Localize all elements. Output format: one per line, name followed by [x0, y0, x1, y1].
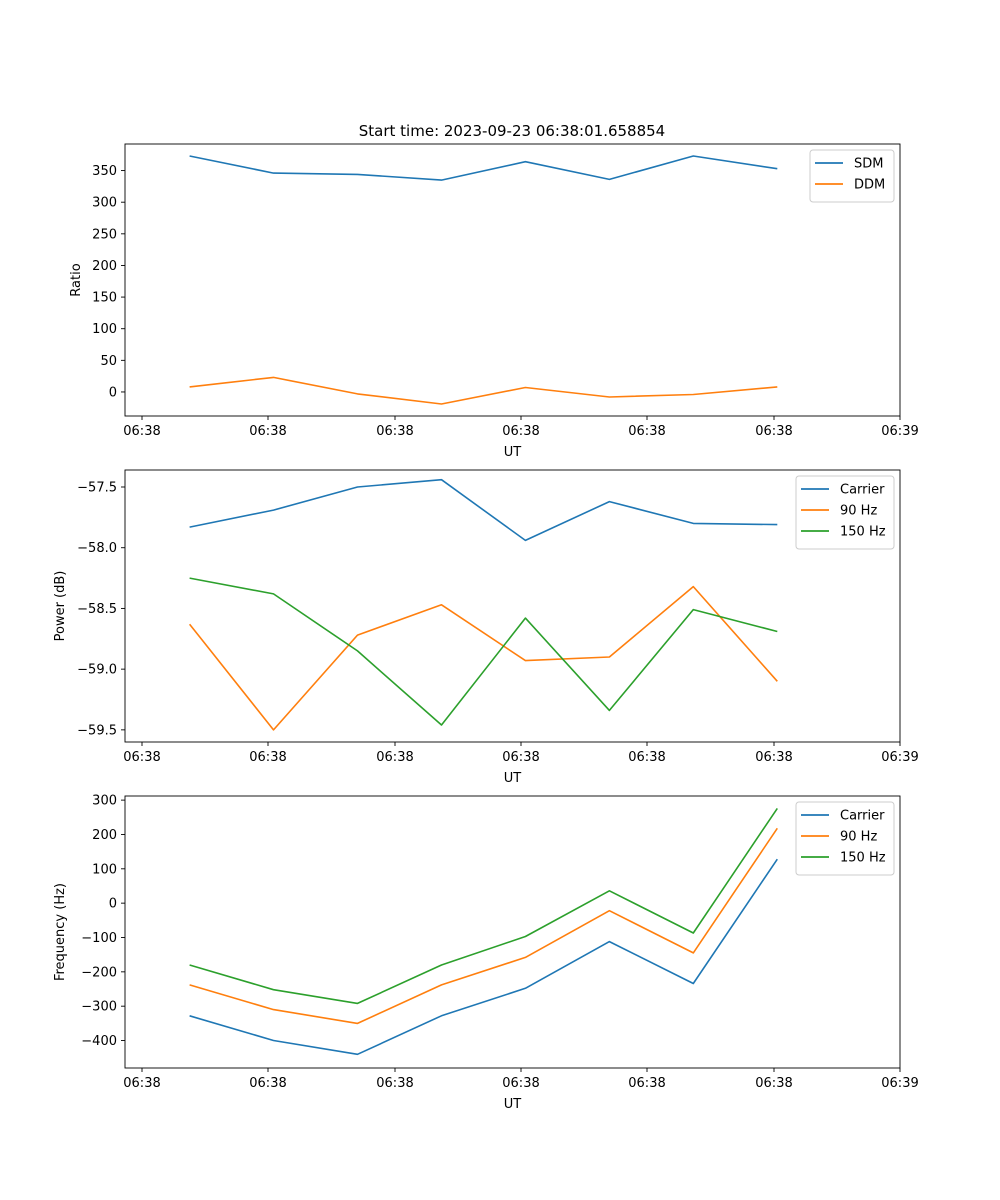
chart-panel-3: 06:38 06:38 06:38 06:38 06:38 06:38 06:39 UT −40…	[53, 794, 919, 1112]
y-tick-label: 150	[92, 291, 117, 306]
y-tick-label: 0	[109, 385, 117, 400]
legend-label: Carrier	[840, 483, 885, 498]
series-line-150-hz	[189, 807, 778, 1005]
legend: Carrier 90 Hz 150 Hz	[795, 475, 895, 550]
x-tick-label: 06:38	[755, 424, 792, 439]
x-tick-label: 06:38	[628, 1076, 665, 1091]
y-tick-label: 300	[92, 794, 117, 809]
x-tick-label: 06:38	[755, 1076, 792, 1091]
legend-label: 150 Hz	[840, 851, 886, 866]
y-axis-label: Power (dB)	[53, 571, 68, 642]
y-tick-label: −400	[81, 1034, 117, 1049]
x-tick-label: 06:38	[123, 1076, 160, 1091]
legend-label: 150 Hz	[840, 525, 886, 540]
y-tick-label: 50	[100, 354, 117, 369]
x-tick-label: 06:39	[881, 750, 918, 765]
y-tick-label: −300	[81, 1000, 117, 1015]
x-tick-label: 06:38	[249, 1076, 286, 1091]
legend-label: DDM	[854, 178, 885, 193]
y-tick-label: 200	[92, 828, 117, 843]
x-tick-label: 06:38	[502, 750, 539, 765]
y-tick-label: −100	[81, 931, 117, 946]
series-line-carrier	[189, 858, 778, 1056]
legend: SDM DDM	[809, 149, 895, 203]
x-tick-label: 06:38	[755, 750, 792, 765]
series-line-sdm	[189, 155, 778, 181]
y-tick-label: 250	[92, 227, 117, 242]
chart-panel-1: 06:38 06:38 06:38 06:38 06:38 06:38 06:39 UT 0 50…	[69, 143, 919, 460]
y-axis-label: Frequency (Hz)	[53, 883, 68, 981]
y-tick-label: −200	[81, 965, 117, 980]
legend-label: 90 Hz	[840, 830, 877, 845]
y-tick-label: 100	[92, 322, 117, 337]
x-tick-label: 06:38	[123, 750, 160, 765]
series-line-90-hz	[189, 827, 778, 1025]
legend-label: Carrier	[840, 809, 885, 824]
x-axis-label: UT	[504, 445, 522, 460]
y-tick-label: 100	[92, 862, 117, 877]
x-tick-label: 06:39	[881, 424, 918, 439]
y-tick-label: −58.0	[77, 541, 117, 556]
x-tick-label: 06:39	[881, 1076, 918, 1091]
y-axis-label: Ratio	[69, 263, 84, 296]
x-tick-label: 06:38	[502, 1076, 539, 1091]
x-tick-label: 06:38	[628, 424, 665, 439]
chart-panel-2: 06:38 06:38 06:38 06:38 06:38 06:38 06:39 UT −59…	[53, 469, 919, 786]
axes-frame	[124, 143, 901, 417]
figure-title: Start time: 2023-09-23 06:38:01.658854	[359, 122, 665, 140]
x-tick-label: 06:38	[249, 750, 286, 765]
legend-label: 90 Hz	[840, 504, 877, 519]
series-line-150-hz	[189, 577, 778, 726]
y-tick-label: −57.5	[77, 481, 117, 496]
series-line-90-hz	[188, 585, 778, 731]
x-axis-label: UT	[504, 1097, 522, 1112]
x-tick-label: 06:38	[502, 424, 539, 439]
x-tick-label: 06:38	[376, 424, 413, 439]
legend: Carrier 90 Hz 150 Hz	[795, 801, 895, 876]
x-tick-label: 06:38	[376, 1076, 413, 1091]
legend-label: SDM	[854, 157, 883, 172]
y-tick-label: 200	[92, 259, 117, 274]
x-tick-label: 06:38	[376, 750, 413, 765]
series-line-ddm	[189, 376, 778, 405]
x-tick-label: 06:38	[628, 750, 665, 765]
x-axis-label: UT	[504, 771, 522, 786]
y-tick-label: 0	[109, 897, 117, 912]
y-tick-label: −58.5	[77, 602, 117, 617]
axes-frame	[124, 795, 901, 1069]
x-tick-label: 06:38	[249, 424, 286, 439]
y-tick-label: 300	[92, 196, 117, 211]
y-tick-label: −59.5	[77, 723, 117, 738]
y-tick-label: −59.0	[77, 663, 117, 678]
axes-frame	[124, 469, 901, 743]
y-tick-label: 350	[92, 164, 117, 179]
x-tick-label: 06:38	[123, 424, 160, 439]
series-line-carrier	[189, 478, 778, 542]
